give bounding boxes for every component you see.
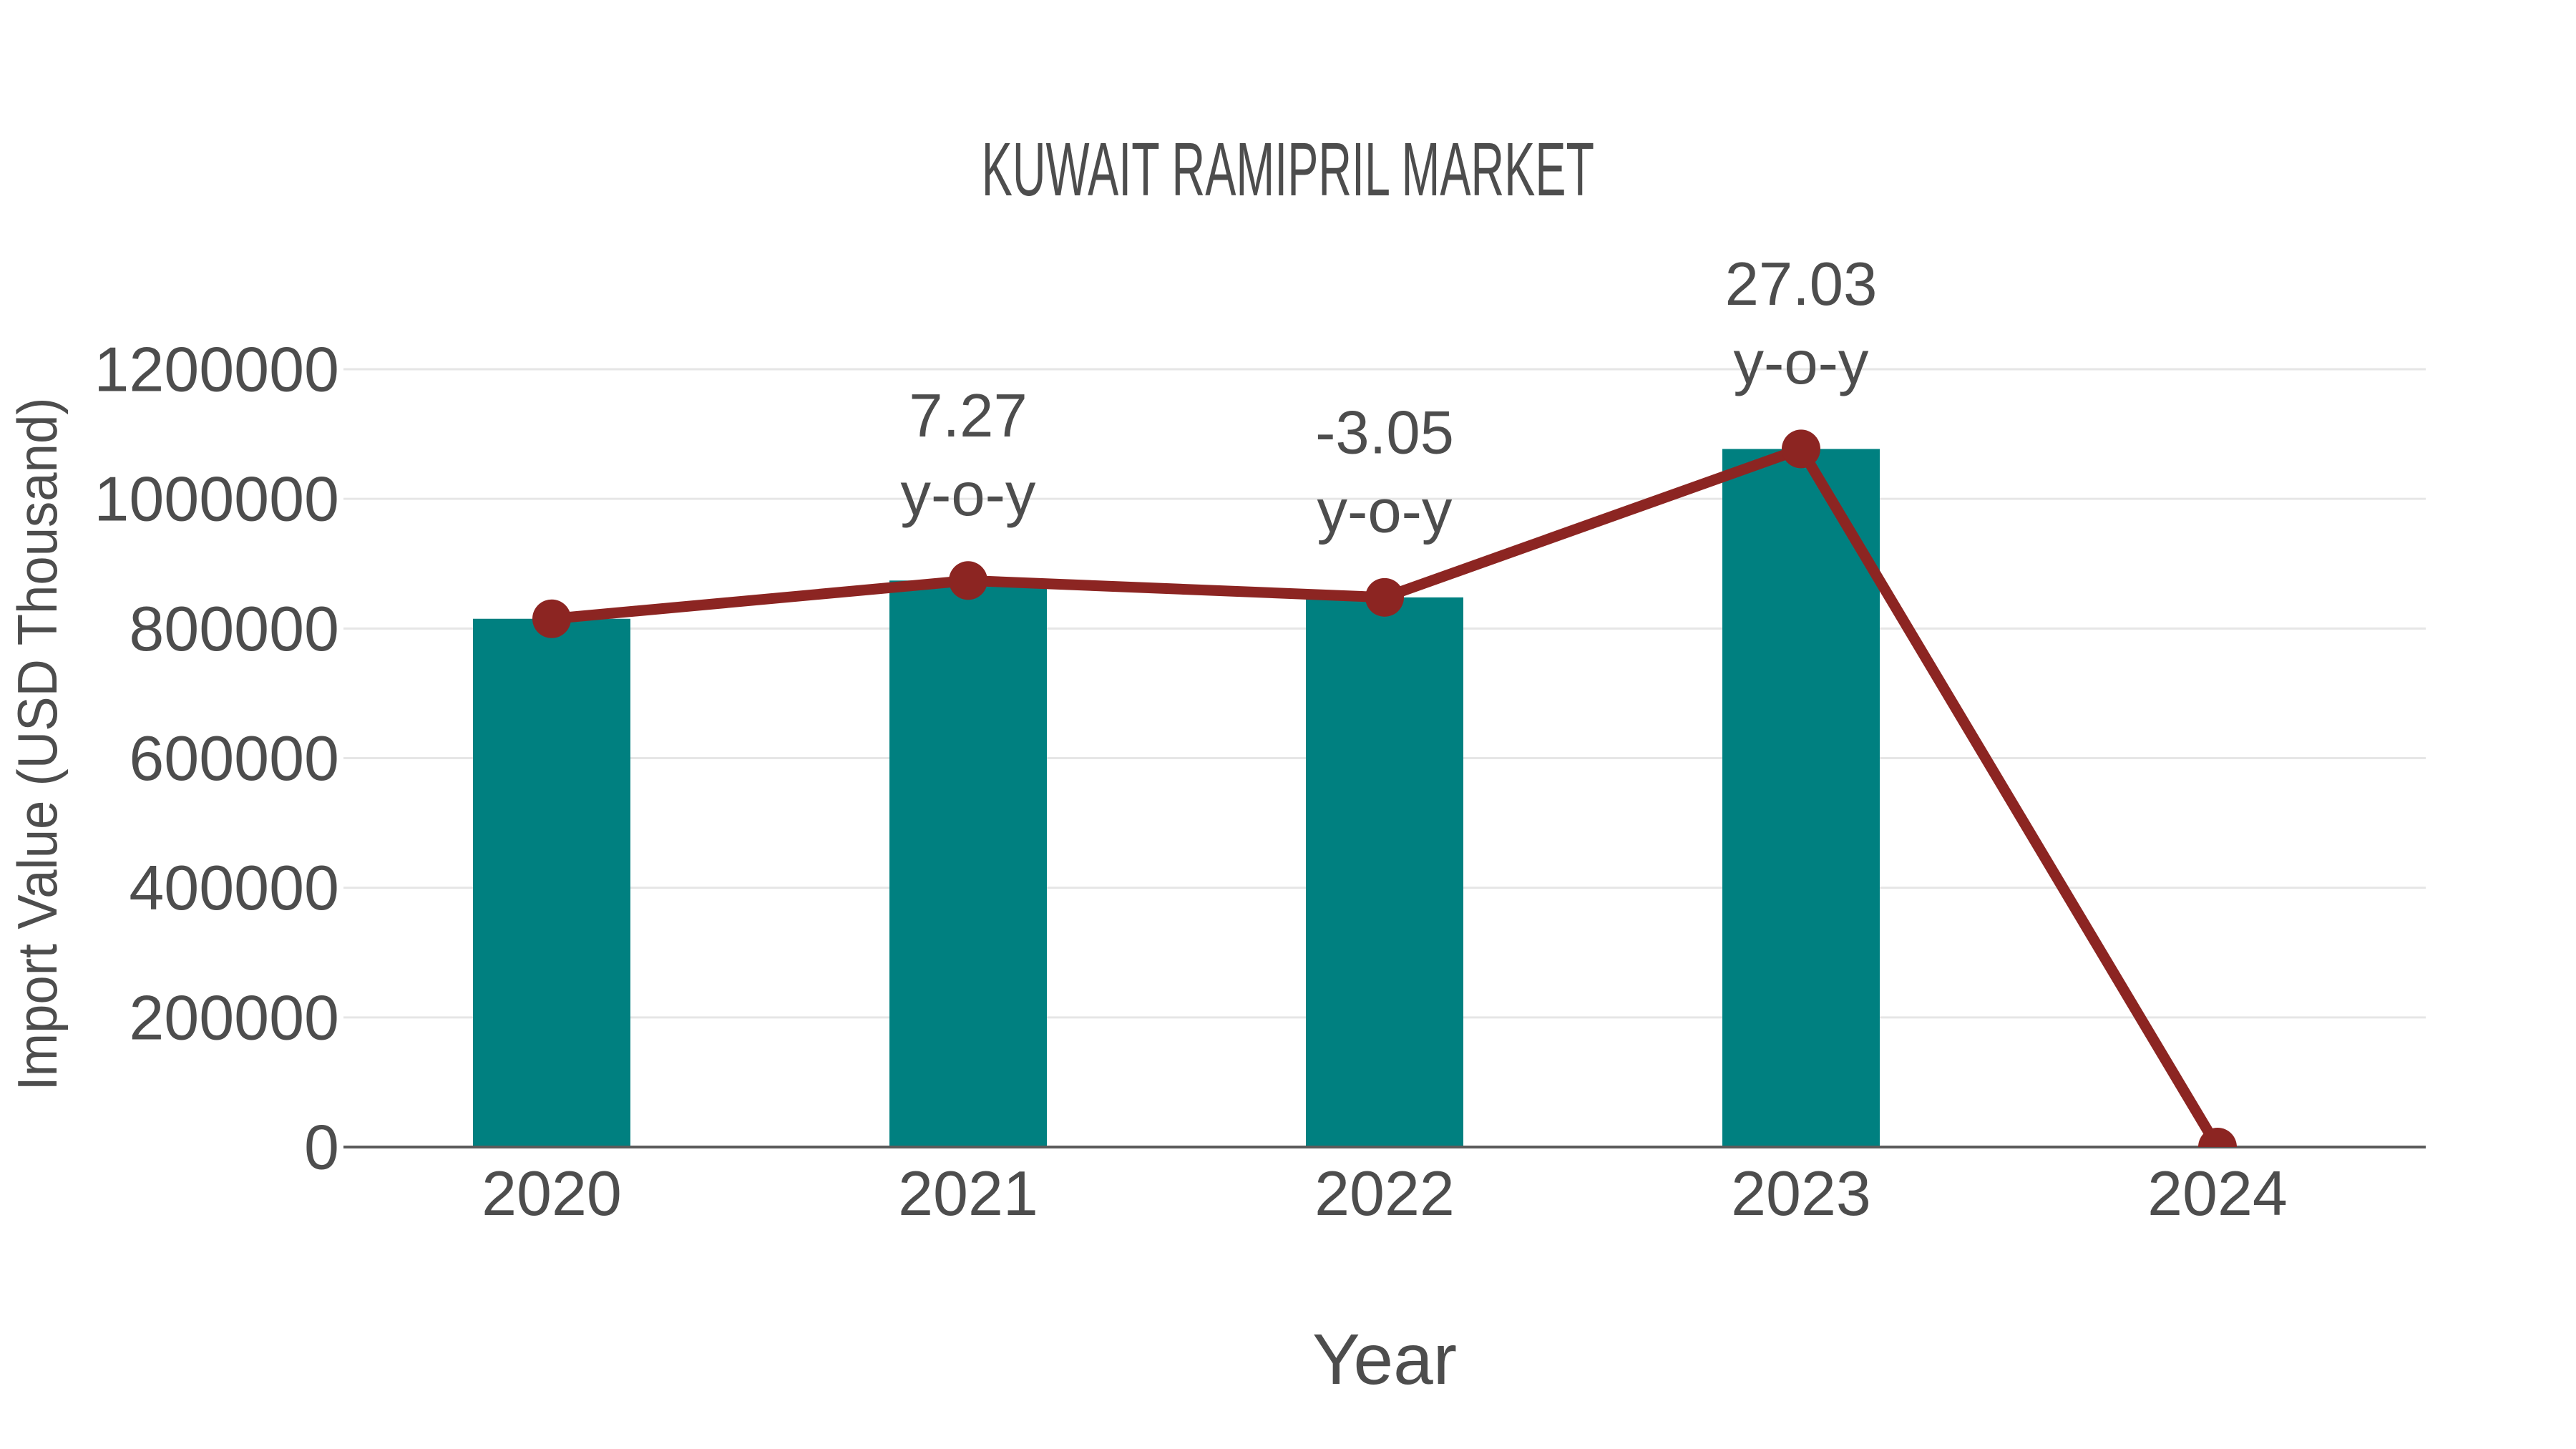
annotation-label-2022: y-o-y (1317, 477, 1453, 545)
annotation-value-2022: -3.05 (1315, 399, 1454, 467)
annotation-label-2021: y-o-y (901, 461, 1036, 529)
y-axis-title: Import Value (USD Thousand) (6, 397, 69, 1091)
y-tick-label: 0 (304, 1112, 339, 1183)
x-tick-label-2024: 2024 (2147, 1158, 2288, 1229)
y-tick-label: 800000 (129, 593, 339, 664)
chart-title-text: KUWAIT RAMIPRIL MARKET (981, 127, 1595, 212)
y-tick-label: 600000 (129, 723, 339, 794)
bar-2023 (1722, 449, 1880, 1147)
x-tick-label-2023: 2023 (1731, 1158, 1871, 1229)
y-tick-label: 400000 (129, 852, 339, 923)
y-tick-label: 200000 (129, 982, 339, 1053)
chart-title: KUWAIT RAMIPRIL MARKET (0, 132, 2576, 208)
y-tick-label: 1000000 (94, 464, 339, 535)
data-point-2021 (949, 561, 987, 600)
annotation-label-2023: y-o-y (1734, 329, 1869, 397)
bar-2022 (1306, 597, 1463, 1147)
data-point-2024 (2198, 1128, 2237, 1147)
x-tick-label-2020: 2020 (482, 1158, 622, 1229)
bar-2020 (473, 618, 630, 1147)
data-point-2022 (1365, 577, 1404, 617)
x-tick-label-2022: 2022 (1314, 1158, 1455, 1229)
annotation-value-2021: 7.27 (909, 382, 1027, 450)
x-tick-label-2021: 2021 (898, 1158, 1038, 1229)
bar-2021 (889, 580, 1047, 1147)
x-axis-title: Year (1312, 1319, 1458, 1400)
y-tick-label: 1200000 (94, 334, 339, 405)
data-point-2020 (532, 599, 571, 638)
data-point-2023 (1782, 429, 1820, 469)
annotation-value-2023: 27.03 (1725, 250, 1878, 318)
